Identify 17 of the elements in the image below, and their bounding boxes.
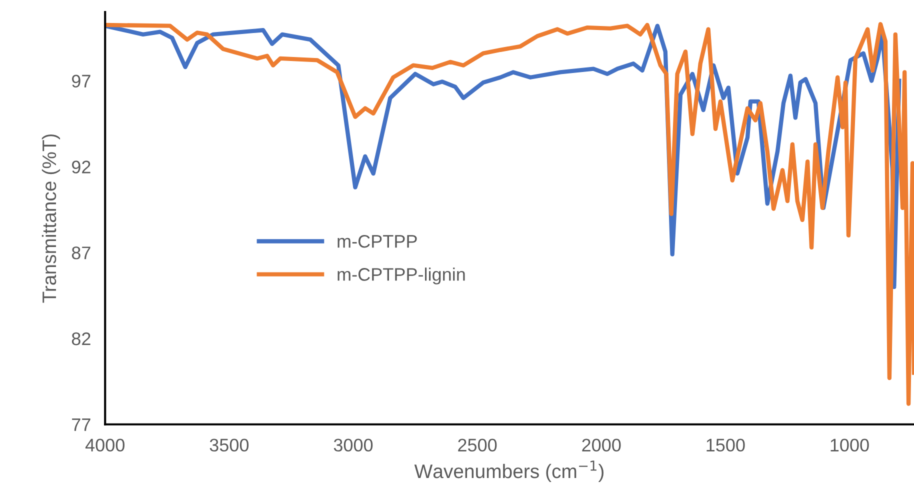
x-tick-label: 2500 [458, 438, 497, 452]
y-tick-label: 77 [72, 418, 90, 431]
legend-label: m-CPTPP-lignin [338, 268, 465, 284]
x-tick-label: 3000 [334, 438, 373, 452]
x-tick-label: 4000 [85, 438, 124, 452]
legend-label: m-CPTPP [338, 234, 417, 248]
x-tick-label: 1000 [830, 438, 869, 452]
y-tick-label: 92 [72, 160, 90, 174]
x-axis-title: Wavenumbers (cm$^{−1}$) [414, 460, 604, 482]
x-tick-label: 3500 [210, 438, 249, 452]
y-tick-label: 82 [72, 332, 90, 346]
x-tick-label: 1500 [706, 438, 745, 452]
y-tick-label: 87 [72, 246, 90, 260]
y-tick-label: 97 [72, 74, 90, 88]
y-axis-title: Transmittance (%T) [42, 134, 60, 303]
line-series [105, 22, 914, 406]
x-tick-label: 2000 [582, 438, 621, 452]
